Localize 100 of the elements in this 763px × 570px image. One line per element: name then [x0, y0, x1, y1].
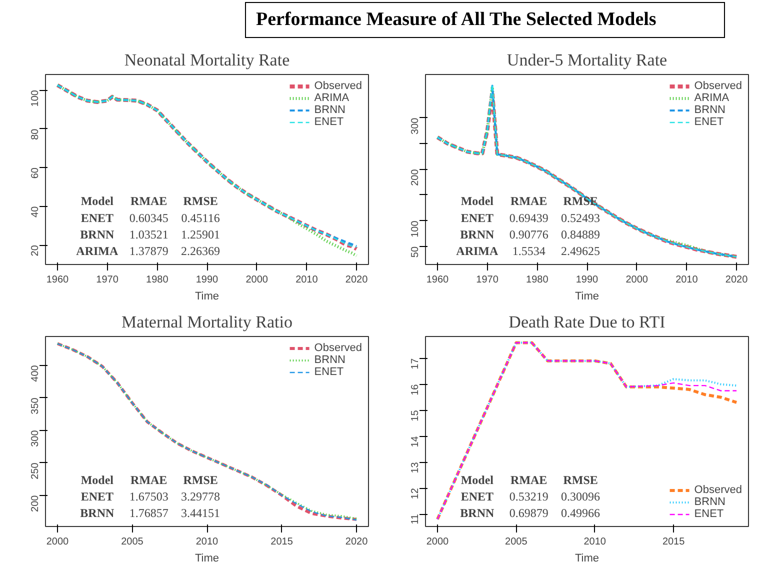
legend-label: BRNN	[694, 496, 726, 508]
annotation: 2.49625	[561, 244, 600, 258]
annotation: RMSE	[183, 194, 218, 208]
y-tick-label: 250	[30, 462, 41, 480]
annotation: BRNN	[460, 227, 495, 242]
legend-label: BRNN	[694, 104, 726, 116]
annotation: 1.03521	[129, 227, 168, 242]
legend-label: ARIMA	[314, 92, 350, 104]
annotation: ENET	[80, 210, 114, 225]
annotation: 2.26369	[181, 244, 220, 258]
legend-label: Observed	[694, 80, 742, 92]
legend-label: BRNN	[314, 354, 346, 366]
annotation: 3.29778	[181, 489, 220, 504]
x-tick-label: 1980	[146, 274, 169, 286]
annotation: ARIMA	[76, 244, 119, 258]
y-tick-label: 400	[30, 364, 41, 382]
x-tick-label: 2000	[626, 274, 648, 286]
legend-label: ENET	[314, 366, 344, 378]
x-tick-label: 1970	[476, 274, 499, 286]
x-tick-label: 2005	[121, 536, 144, 548]
legend-label: ENET	[694, 116, 724, 128]
x-axis-title: Time	[574, 290, 600, 302]
annotation: 0.45116	[181, 210, 220, 225]
legend-label: Observed	[314, 342, 362, 354]
annotation: 1.5534	[512, 244, 546, 258]
annotation: ENET	[80, 489, 114, 504]
annotation: RMAE	[130, 472, 168, 487]
annotation: 1.37879	[129, 244, 168, 258]
y-tick-label: 200	[410, 168, 421, 186]
annotation: ENET	[460, 489, 494, 504]
y-tick-label: 100	[30, 90, 41, 107]
y-tick-label: 20	[30, 244, 41, 256]
annotation: Model	[80, 472, 114, 487]
legend-label: ENET	[314, 116, 344, 128]
annotation: 0.90776	[509, 227, 548, 242]
x-tick-label: 1980	[526, 274, 549, 286]
x-tick-label: 1960	[426, 274, 450, 286]
annotation: BRNN	[460, 506, 495, 520]
annotation: RMAE	[130, 194, 168, 208]
annotation: 1.67503	[129, 489, 168, 504]
x-tick-label: 2020	[345, 274, 368, 286]
chart-title: Maternal Mortality Ratio	[122, 312, 292, 332]
y-tick-label: 50	[410, 246, 421, 258]
x-tick-label: 2010	[584, 536, 606, 548]
annotation: Model	[80, 194, 114, 208]
y-tick-label: 300	[30, 430, 41, 447]
y-tick-label: 17	[410, 358, 421, 370]
legend-label: Observed	[314, 80, 362, 92]
y-tick-label: 100	[410, 220, 421, 238]
text: Performance Measure of All The Selected Models	[256, 8, 656, 32]
legend-label: ENET	[694, 508, 724, 520]
chart-title: Neonatal Mortality Rate	[124, 50, 290, 70]
y-tick-label: 16	[410, 384, 421, 396]
annotation: RMAE	[510, 194, 548, 208]
y-tick-label: 80	[30, 128, 41, 140]
y-tick-label: 300	[410, 117, 421, 134]
annotation: ENET	[460, 210, 494, 225]
chart-title: Death Rate Due to RTI	[508, 312, 666, 332]
annotation: 0.52493	[561, 210, 600, 225]
x-tick-label: 2015	[270, 536, 294, 548]
x-axis-title: Time	[194, 552, 220, 564]
x-tick-label: 1990	[196, 274, 219, 286]
annotation: RMSE	[563, 472, 598, 487]
x-tick-label: 2000	[246, 274, 268, 286]
annotation: ARIMA	[456, 244, 499, 258]
chart-title: Under-5 Mortality Rate	[506, 50, 668, 70]
annotation: RMAE	[510, 472, 548, 487]
annotation: 0.53219	[509, 489, 548, 504]
legend-label: Observed	[694, 484, 742, 496]
annotation: 1.76857	[129, 506, 168, 520]
annotation: 0.49966	[561, 506, 600, 520]
annotation: 0.69879	[509, 506, 548, 520]
annotation: 1.25901	[181, 227, 220, 242]
y-tick-label: 14	[410, 436, 421, 448]
annotation: Model	[460, 472, 494, 487]
y-tick-label: 11	[410, 514, 421, 524]
annotation: 3.44151	[181, 506, 220, 520]
y-tick-label: 350	[30, 397, 41, 414]
annotation: 0.60345	[129, 210, 168, 225]
x-tick-label: 2000	[46, 536, 70, 548]
y-tick-label: 13	[410, 462, 421, 474]
y-tick-label: 15	[410, 410, 421, 422]
annotation: BRNN	[80, 227, 115, 242]
x-tick-label: 1960	[46, 274, 70, 286]
legend-label: BRNN	[314, 104, 346, 116]
x-tick-label: 1990	[576, 274, 599, 286]
annotation: Model	[460, 194, 494, 208]
y-tick-label: 40	[30, 206, 41, 218]
x-tick-label: 2005	[505, 536, 528, 548]
x-axis-title: Time	[194, 290, 220, 302]
annotation: 0.84889	[561, 227, 600, 242]
x-tick-label: 2020	[345, 536, 368, 548]
annotation: BRNN	[80, 506, 115, 520]
x-tick-label: 2010	[296, 274, 318, 286]
y-tick-label: 60	[30, 167, 41, 179]
x-tick-label: 1970	[96, 274, 119, 286]
y-tick-label: 200	[30, 494, 41, 512]
x-axis-title: Time	[574, 552, 600, 564]
annotation: 0.30096	[561, 489, 600, 504]
y-tick-label: 12	[410, 488, 421, 500]
